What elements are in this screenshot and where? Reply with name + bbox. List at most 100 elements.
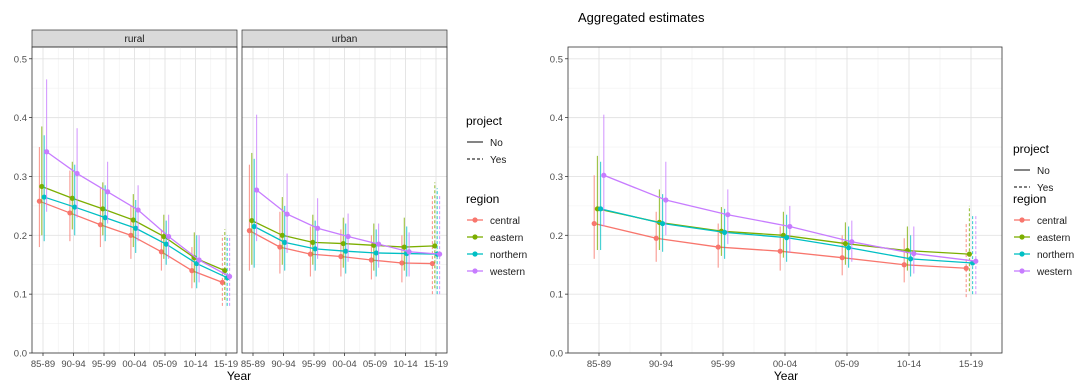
data-point-western xyxy=(663,197,669,203)
x-tick-label: 15-19 xyxy=(959,359,983,370)
data-point-central xyxy=(67,210,73,216)
data-point-eastern xyxy=(371,242,377,248)
data-point-eastern xyxy=(100,206,106,212)
legend-label-central: central xyxy=(490,216,520,227)
legend-point-central xyxy=(1019,217,1025,223)
legend-point-northern xyxy=(472,251,478,257)
right-chart-title: Aggregated estimates xyxy=(578,10,705,25)
data-point-eastern xyxy=(249,217,255,224)
data-point-western xyxy=(105,189,111,195)
data-point-western xyxy=(973,258,979,264)
series-line-central xyxy=(904,264,967,269)
strip-label-urban: urban xyxy=(332,34,358,45)
data-point-central xyxy=(399,260,405,266)
data-point-western xyxy=(44,149,50,155)
series-line-western xyxy=(198,259,230,278)
legend-project-title-right: project xyxy=(1013,142,1050,156)
x-tick-label: 00-04 xyxy=(332,359,356,370)
data-point-eastern xyxy=(161,233,167,240)
data-point-central xyxy=(901,262,907,268)
x-tick-label: 10-14 xyxy=(897,359,921,370)
left-facets: rural urban 85-89 90-94 95-99 00-04 05-09 10-… xyxy=(14,29,448,383)
legend-project-no: No xyxy=(490,138,503,149)
y-tick-label: 0.4 xyxy=(550,113,563,124)
legend-label-western: western xyxy=(1036,267,1072,278)
legend-region-title-right: region xyxy=(1013,192,1046,206)
data-point-eastern xyxy=(310,239,316,245)
data-point-northern xyxy=(846,245,852,251)
y-tick-label: 0.3 xyxy=(550,172,563,183)
series-line-eastern xyxy=(251,220,405,248)
x-tick-label: 95-99 xyxy=(302,359,326,370)
data-point-western xyxy=(135,207,141,213)
data-point-eastern xyxy=(39,183,45,190)
data-point-western xyxy=(376,241,382,247)
y-tick-label: 0.0 xyxy=(14,349,27,360)
legend-label-eastern: eastern xyxy=(490,233,523,244)
y-tick-label: 0.0 xyxy=(550,349,563,360)
x-tick-label: 10-14 xyxy=(183,359,207,370)
data-point-eastern xyxy=(191,255,197,261)
series-line-western xyxy=(409,251,440,255)
y-tick-label: 0.3 xyxy=(14,172,27,183)
y-tick-label: 0.1 xyxy=(550,290,563,301)
data-point-eastern xyxy=(69,195,75,201)
data-point-western xyxy=(166,233,172,240)
data-point-central xyxy=(97,222,103,228)
legend-region-title: region xyxy=(466,192,499,206)
legend-point-northern xyxy=(1019,251,1025,257)
data-point-western xyxy=(911,250,917,257)
series-line-western xyxy=(603,174,914,255)
data-point-eastern xyxy=(340,240,346,247)
data-point-western xyxy=(227,273,233,280)
x-tick-label: 90-94 xyxy=(649,359,673,370)
right-x-axis-title: Year xyxy=(774,369,798,383)
legend-right: project No Yes region central eastern nort… xyxy=(1013,142,1074,278)
x-tick-label: 10-14 xyxy=(393,359,417,370)
legend-point-eastern xyxy=(1019,234,1025,240)
series-line-northern xyxy=(600,208,911,260)
series-line-northern xyxy=(43,196,198,265)
x-tick-label: 85-89 xyxy=(587,359,611,370)
data-point-central xyxy=(246,228,252,234)
x-tick-label: 00-04 xyxy=(773,359,797,370)
data-point-western xyxy=(601,172,607,178)
legend-label-eastern: eastern xyxy=(1037,233,1070,244)
data-point-central xyxy=(653,235,659,241)
data-point-central xyxy=(963,265,969,271)
data-point-western xyxy=(849,239,855,245)
data-point-central xyxy=(368,257,374,263)
data-point-central xyxy=(219,279,225,285)
left-x-axis-title: Year xyxy=(227,369,251,383)
legend-project-yes-right: Yes xyxy=(1037,183,1053,194)
legend-point-eastern xyxy=(472,234,478,240)
series-line-eastern xyxy=(907,249,970,255)
data-point-northern xyxy=(908,256,914,262)
data-point-northern xyxy=(784,235,790,241)
right-chart: Aggregated estimates 85-89 90-94 95-99 00-0… xyxy=(550,10,1003,383)
x-tick-label: 00-04 xyxy=(122,359,146,370)
x-tick-label: 05-09 xyxy=(153,359,177,370)
x-tick-label: 85-89 xyxy=(31,359,55,370)
series-line-western xyxy=(46,151,200,261)
data-point-western xyxy=(74,170,80,177)
x-tick-label: 90-94 xyxy=(61,359,85,370)
y-tick-label: 0.4 xyxy=(14,113,27,124)
legend-label-northern: northern xyxy=(1037,250,1074,261)
data-point-central xyxy=(591,220,597,227)
data-point-central xyxy=(277,244,283,250)
data-point-northern xyxy=(72,204,78,210)
legend-point-central xyxy=(472,217,478,223)
data-point-central xyxy=(777,248,783,254)
data-point-northern xyxy=(251,223,257,230)
x-tick-label: 05-09 xyxy=(835,359,859,370)
series-line-western xyxy=(256,189,410,253)
data-point-northern xyxy=(163,241,169,247)
data-point-western xyxy=(406,249,412,255)
data-point-northern xyxy=(312,246,318,252)
data-point-northern xyxy=(598,206,604,212)
y-tick-label: 0.5 xyxy=(14,54,27,65)
x-tick-label: 15-19 xyxy=(424,359,448,370)
legend-label-central: central xyxy=(1037,216,1067,227)
